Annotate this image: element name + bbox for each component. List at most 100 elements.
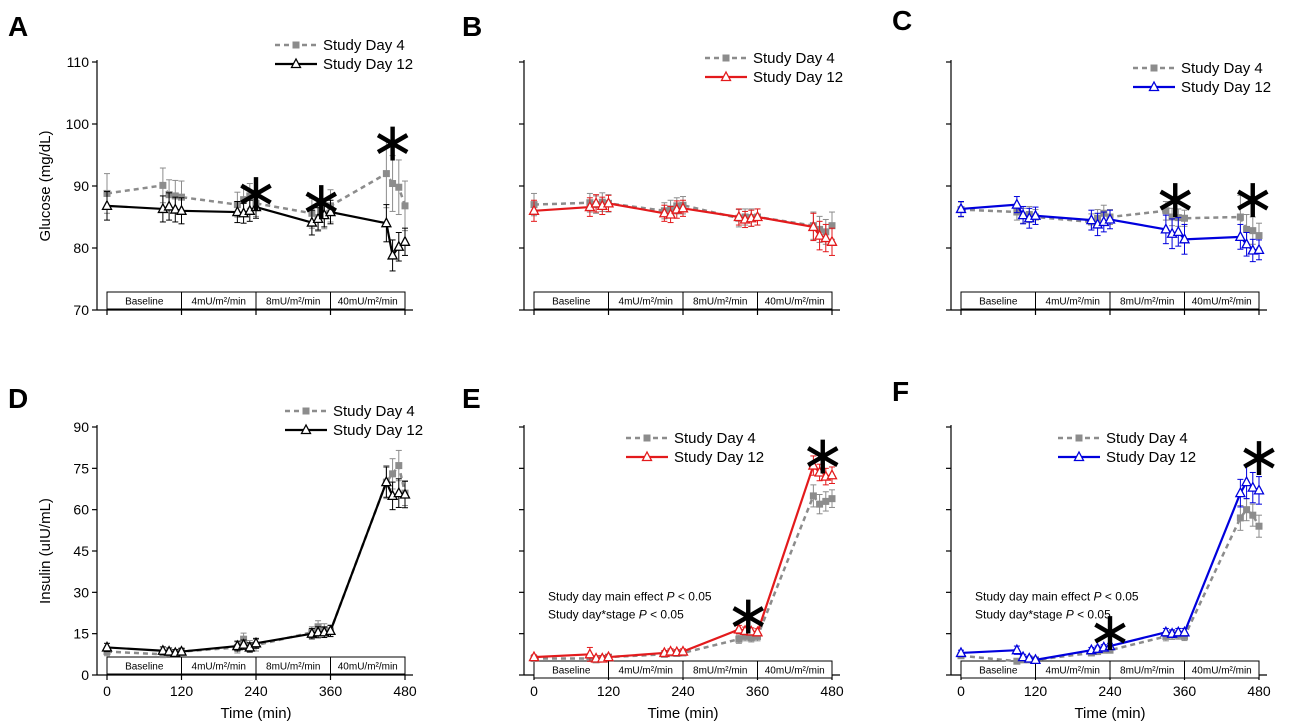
legend: Study Day 4 Study Day 12	[285, 403, 423, 439]
y-axis-title: Insulin (uIU/mL)	[37, 498, 54, 604]
stage-bar: Baseline 4mU/m²/min 8mU/m²/min 40mU/m²/min	[106, 291, 406, 310]
annotation-text: Study day*stage	[975, 608, 1066, 622]
y-tick-label: 100	[66, 116, 90, 132]
stage-bar: Baseline 4mU/m²/min 8mU/m²/min 40mU/m²/min	[960, 660, 1260, 679]
panel-d: D 0 15 30 45 60 75 90 0 120 240 360 480 Insulin (uIU/…	[8, 383, 423, 722]
data-point	[1178, 625, 1191, 637]
x-tick-label: 360	[319, 683, 343, 699]
legend-label: Study Day 4	[1106, 430, 1188, 447]
legend-marker	[1075, 434, 1083, 442]
data-point	[1234, 230, 1246, 241]
data-point	[528, 650, 540, 662]
data-point	[171, 192, 179, 200]
data-point	[814, 229, 826, 240]
data-point	[1253, 483, 1265, 495]
series-day12	[955, 465, 1265, 664]
legend: Study Day 4 Study Day 12	[1058, 430, 1196, 466]
stage-label: 40mU/m²/min	[1192, 297, 1252, 308]
x-tick-label: 0	[957, 683, 965, 699]
data-point	[101, 199, 113, 210]
data-point	[382, 170, 390, 178]
data-point	[665, 208, 677, 219]
stage-box	[1184, 291, 1260, 310]
series-day12	[528, 194, 838, 256]
stage-label: Baseline	[552, 666, 591, 677]
data-point	[745, 625, 757, 636]
data-point	[751, 210, 764, 222]
data-point	[178, 193, 185, 201]
data-point	[1249, 227, 1257, 235]
significance-mark: ∗	[1087, 602, 1132, 662]
legend: Study Day 4 Study Day 12	[1133, 60, 1271, 96]
data-point	[324, 624, 337, 636]
data-point	[324, 205, 337, 217]
data-point	[807, 459, 819, 470]
data-point	[395, 462, 403, 470]
panel-letter-d: D	[8, 383, 28, 414]
stage-label: 8mU/m²/min	[693, 297, 747, 308]
x-tick-label: 480	[1247, 683, 1271, 699]
data-point	[1241, 237, 1253, 249]
legend-marker	[643, 434, 651, 442]
stage-bar: Baseline 4mU/m²/min 8mU/m²/min 40mU/m²/min	[533, 660, 833, 679]
data-point	[1181, 214, 1188, 222]
data-point	[602, 650, 615, 662]
data-point	[1104, 213, 1116, 224]
x-tick-label: 240	[1098, 683, 1122, 699]
series-day4	[530, 484, 836, 664]
stage-box	[1184, 660, 1260, 679]
data-point	[677, 201, 689, 213]
y-tick-label: 110	[67, 54, 90, 70]
data-point	[1243, 506, 1251, 514]
data-point	[1168, 213, 1176, 221]
stage-bar: Baseline 4mU/m²/min 8mU/m²/min 40mU/m²/min	[106, 656, 406, 675]
stage-box	[330, 656, 406, 675]
data-point	[163, 645, 175, 656]
legend-label: Study Day 12	[1181, 79, 1271, 96]
legend-label: Study Day 12	[1106, 449, 1196, 466]
legend: Study Day 4 Study Day 12	[705, 50, 843, 86]
panel-b: B Baseline 4mU/m²/min 8mU/m²/min 40mU/m²/min…	[462, 11, 843, 315]
data-point	[157, 644, 169, 655]
data-point	[816, 500, 824, 508]
x-axis-title: Time (min)	[1074, 705, 1145, 722]
legend-label: Study Day 12	[323, 56, 413, 73]
data-point	[584, 647, 596, 659]
annotation-italic: P	[1066, 608, 1074, 622]
data-point	[1017, 650, 1029, 662]
data-point	[826, 468, 838, 480]
annotation-text: < 0.05	[675, 590, 712, 604]
data-point	[739, 624, 751, 636]
stage-label: 8mU/m²/min	[266, 662, 320, 673]
series-line	[534, 493, 833, 662]
data-point	[1236, 213, 1244, 221]
y-tick-label: 70	[73, 302, 89, 318]
data-point	[1243, 225, 1251, 233]
stats-annotation: Study day main effect P < 0.05	[548, 590, 712, 604]
data-point	[828, 495, 836, 503]
data-point	[814, 466, 826, 477]
panel-c: C Baseline 4mU/m²/min 8mU/m²/min 40mU/m²/min…	[892, 5, 1275, 315]
data-point	[1011, 198, 1023, 209]
data-point	[955, 646, 967, 658]
data-point	[387, 249, 399, 260]
legend-marker	[1148, 80, 1160, 92]
significance-mark: ∗	[726, 585, 771, 645]
data-point	[741, 632, 749, 640]
x-tick-label: 120	[597, 683, 621, 699]
data-point	[1247, 481, 1259, 492]
stage-label: 40mU/m²/min	[765, 666, 825, 677]
data-point	[1255, 522, 1263, 530]
legend-label: Study Day 4	[1181, 60, 1263, 77]
data-point	[809, 492, 817, 500]
significance-mark: ∗	[1230, 169, 1275, 229]
y-tick-label: 45	[73, 543, 89, 559]
stage-label: 8mU/m²/min	[1120, 666, 1174, 677]
legend-marker	[300, 423, 312, 435]
data-point	[1160, 625, 1172, 637]
data-point	[1255, 232, 1263, 240]
annotation-text: < 0.05	[1074, 608, 1111, 622]
y-tick-label: 30	[73, 584, 89, 600]
data-point	[240, 196, 248, 204]
